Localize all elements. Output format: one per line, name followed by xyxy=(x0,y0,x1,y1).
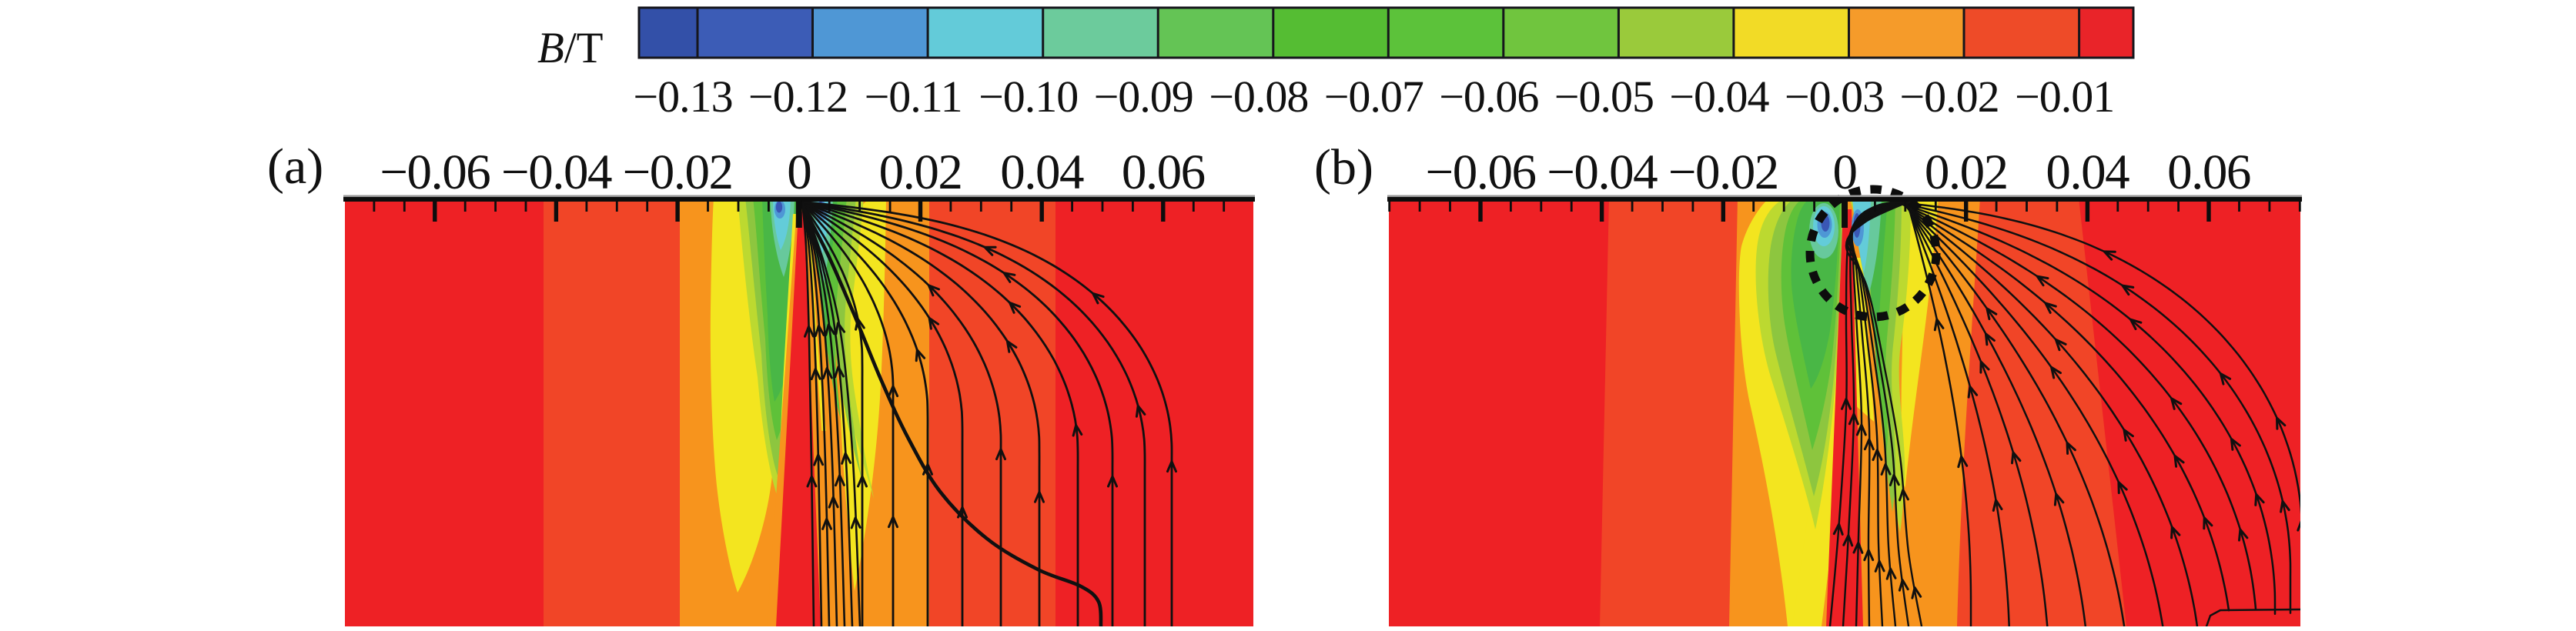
svg-text:−0.04: −0.04 xyxy=(1547,145,1658,200)
svg-text:0: 0 xyxy=(1833,145,1857,200)
svg-text:0.04: 0.04 xyxy=(1000,145,1084,200)
svg-text:−0.05: −0.05 xyxy=(1554,72,1654,122)
svg-text:(b): (b) xyxy=(1314,139,1373,195)
svg-text:−0.04: −0.04 xyxy=(1669,72,1769,122)
svg-text:−0.02: −0.02 xyxy=(1668,145,1778,200)
svg-text:0.06: 0.06 xyxy=(1122,145,1205,200)
svg-text:−0.07: −0.07 xyxy=(1324,72,1423,122)
svg-text:B/T: B/T xyxy=(537,24,603,72)
svg-text:−0.12: −0.12 xyxy=(748,72,848,122)
svg-text:−0.06: −0.06 xyxy=(380,145,490,200)
svg-text:−0.04: −0.04 xyxy=(501,145,612,200)
svg-text:−0.09: −0.09 xyxy=(1094,72,1193,122)
svg-text:−0.02: −0.02 xyxy=(1899,72,1999,122)
svg-text:−0.06: −0.06 xyxy=(1426,145,1536,200)
svg-text:−0.08: −0.08 xyxy=(1209,72,1308,122)
svg-text:−0.03: −0.03 xyxy=(1785,72,1884,122)
svg-text:0: 0 xyxy=(787,145,811,200)
svg-text:−0.01: −0.01 xyxy=(2015,72,2114,122)
svg-text:−0.02: −0.02 xyxy=(623,145,733,200)
svg-text:0.02: 0.02 xyxy=(879,145,962,200)
svg-text:−0.10: −0.10 xyxy=(979,72,1078,122)
svg-text:(a): (a) xyxy=(267,139,323,195)
svg-text:−0.13: −0.13 xyxy=(633,72,732,122)
svg-text:0.02: 0.02 xyxy=(1925,145,2008,200)
svg-text:−0.06: −0.06 xyxy=(1439,72,1538,122)
svg-text:0.04: 0.04 xyxy=(2046,145,2129,200)
svg-text:0.06: 0.06 xyxy=(2167,145,2250,200)
svg-text:−0.11: −0.11 xyxy=(865,72,962,122)
